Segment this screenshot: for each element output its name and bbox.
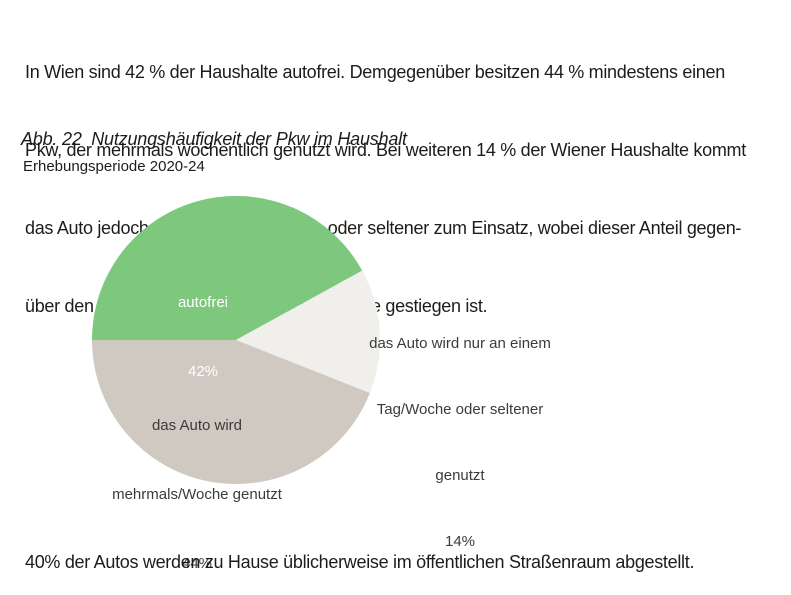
intro-line-3: das Auto jedoch nur einmal pro Woche ode… [25, 218, 742, 238]
footer-text: 40% der Autos werden zu Hause üblicherwe… [25, 552, 695, 572]
pie-label-autofrei-value: 42% [187, 363, 219, 380]
pie-label-mehrmals-line: mehrmals/Woche genutzt [112, 486, 282, 503]
pie-label-autofrei-line: autofrei [177, 294, 229, 311]
pie-label-seltener-line: das Auto wird nur an einem [369, 335, 551, 352]
pie-label-seltener-value: 14% [444, 533, 476, 550]
pie-label-seltener: das Auto wird nur an einem Tag/Woche ode… [350, 289, 570, 595]
pie-slice-2 [92, 340, 370, 485]
intro-line-2: Pkw, der mehrmals wöchentlich genutzt wi… [25, 140, 746, 160]
pie-label-seltener-line: genutzt [435, 467, 485, 484]
pie-slice-1 [236, 270, 381, 393]
pie-label-mehrmals-value: 44% [181, 555, 213, 572]
figure-subtitle: Erhebungsperiode 2020-24 [23, 158, 205, 175]
pie-label-seltener-line: Tag/Woche oder seltener [376, 401, 544, 418]
pie-label-autofrei: autofrei 42% [123, 245, 283, 429]
intro-paragraph: In Wien sind 42 % der Haushalte autofrei… [25, 7, 746, 371]
pie-slice-0 [91, 195, 363, 340]
pie-label-mehrmals-line: das Auto wird [151, 417, 243, 434]
figure-caption: Abb. 22 Nutzungshäufigkeit der Pkw im Ha… [21, 129, 407, 149]
pie-label-mehrmals-woche: das Auto wird mehrmals/Woche genutzt 44% [77, 368, 317, 595]
intro-line-1: In Wien sind 42 % der Haushalte autofrei… [25, 62, 725, 82]
